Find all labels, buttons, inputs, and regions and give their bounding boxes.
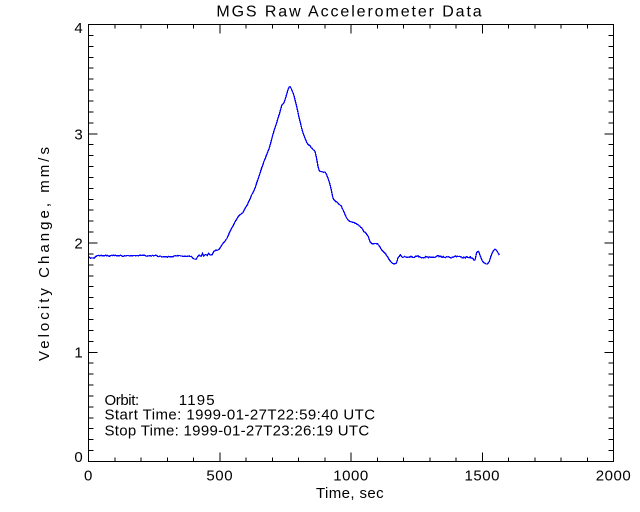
svg-text:0: 0 [84,468,93,485]
svg-text:3: 3 [74,127,82,144]
svg-text:2000: 2000 [596,468,632,485]
svg-text:1500: 1500 [464,468,500,485]
svg-text:500: 500 [206,468,233,485]
svg-text:1000: 1000 [333,468,369,485]
svg-text:MGS Raw Accelerometer Data: MGS Raw Accelerometer Data [216,3,483,20]
svg-text:4: 4 [74,20,82,37]
svg-text:0: 0 [74,449,82,466]
svg-text:Stop Time: 1999-01-27T23:26:19: Stop Time: 1999-01-27T23:26:19 UTC [105,423,370,440]
svg-text:2: 2 [74,235,82,252]
svg-text:1: 1 [74,345,82,362]
svg-text:1195: 1195 [179,392,216,409]
svg-text:Velocity Change, mm/s: Velocity Change, mm/s [36,144,53,361]
svg-text:Orbit:: Orbit: [105,392,139,409]
svg-text:Time, sec: Time, sec [316,485,384,502]
svg-text:Start Time: 1999-01-27T22:59:4: Start Time: 1999-01-27T22:59:40 UTC [105,407,376,424]
